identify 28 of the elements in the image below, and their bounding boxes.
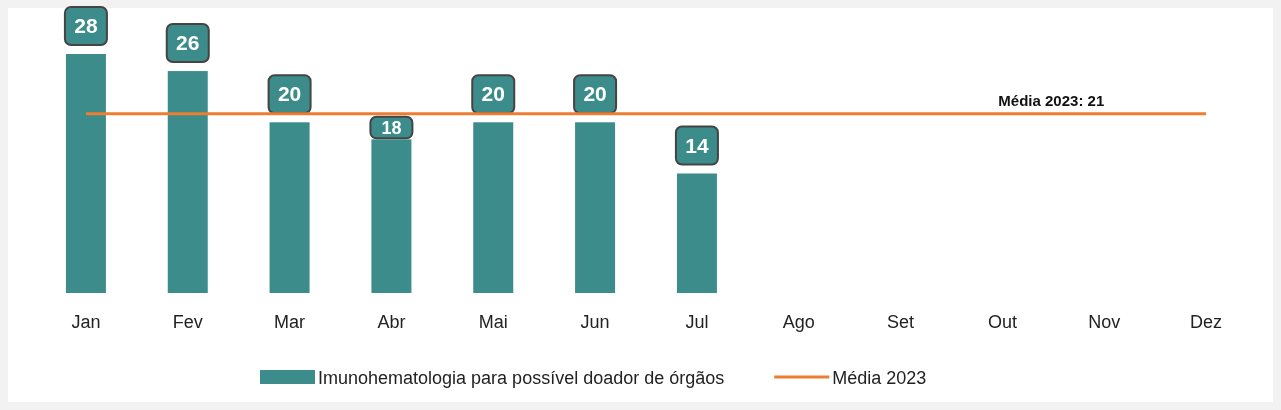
bar bbox=[676, 173, 717, 293]
bar bbox=[65, 54, 106, 293]
x-tick-label: Jan bbox=[71, 311, 101, 332]
bar bbox=[473, 122, 514, 293]
x-tick-label: Dez bbox=[1190, 311, 1223, 332]
x-tick-label: Set bbox=[887, 311, 915, 332]
data-label: 20 bbox=[583, 82, 607, 106]
bar bbox=[167, 71, 208, 293]
bar bbox=[575, 122, 616, 293]
data-label: 20 bbox=[277, 82, 302, 106]
legend-label: Imunohematologia para possível doador de órgãos bbox=[318, 368, 725, 388]
legend-label: Média 2023 bbox=[832, 368, 927, 388]
x-tick-label: Ago bbox=[782, 311, 815, 332]
x-tick-label: Jul bbox=[685, 311, 709, 332]
x-tick-label: Mar bbox=[274, 311, 306, 332]
bar bbox=[269, 122, 310, 293]
x-tick-label: Mai bbox=[478, 311, 508, 332]
x-tick-label: Fev bbox=[172, 311, 203, 332]
annotation: Média 2023: 21 bbox=[998, 91, 1105, 109]
data-label: 14 bbox=[685, 133, 709, 157]
data-label: 18 bbox=[381, 117, 402, 138]
data-label: 20 bbox=[481, 82, 505, 106]
x-tick-label: Jun bbox=[580, 311, 610, 332]
data-label: 26 bbox=[176, 31, 200, 55]
data-label: 28 bbox=[74, 14, 98, 37]
x-tick-label: Out bbox=[987, 311, 1017, 332]
x-tick-label: Nov bbox=[1088, 311, 1121, 332]
x-tick-label: Abr bbox=[377, 311, 406, 332]
